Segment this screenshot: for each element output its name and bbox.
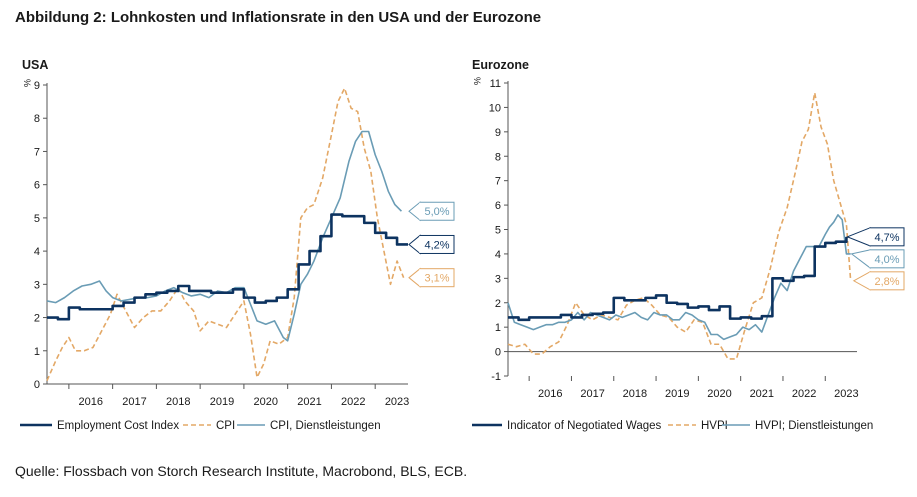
- chart-1-value-label: 5,0%: [424, 206, 449, 218]
- chart-2-legend-label: Indicator of Negotiated Wages: [507, 420, 662, 432]
- chart-2-label-pointer: [852, 270, 871, 291]
- chart-1-y-tick-label: 7: [34, 146, 40, 158]
- chart-1-x-tick-label: 2022: [341, 396, 365, 408]
- chart-2-y-tick-label: 6: [495, 200, 501, 212]
- chart-1-value-label: 3,1%: [424, 273, 449, 285]
- chart-2-y-tick-label: 1: [495, 322, 501, 334]
- chart-2-legend-label: HVPI; Dienstleistungen: [755, 420, 873, 432]
- chart-1-legend-label: Employment Cost Index: [57, 420, 179, 432]
- chart-2-series-hvpi-dienstleistungen: [507, 214, 851, 341]
- chart-1-y-tick-label: 5: [34, 213, 40, 225]
- chart-2-y-tick-label: 0: [495, 347, 501, 359]
- chart-1-y-tick-label: 3: [34, 279, 40, 291]
- chart-2-series-indicator-of-negotiated-wages: [508, 236, 848, 322]
- chart-1-title: USA: [22, 58, 48, 72]
- chart-2-x-tick-label: 2017: [580, 388, 604, 400]
- chart-1-x-tick-label: 2016: [79, 396, 103, 408]
- chart-1-label-pointer: [408, 234, 421, 255]
- chart-1-series-cpi: [46, 87, 405, 381]
- chart-2-value-label: 4,7%: [874, 232, 899, 244]
- chart-1-legend-label: CPI: [216, 420, 235, 432]
- chart-1-y-tick-label: 2: [34, 313, 40, 325]
- chart-1-legend-label: CPI, Dienstleistungen: [270, 420, 381, 432]
- chart-2-label-pointer: [850, 249, 871, 269]
- chart-1-value-label: 4,2%: [424, 239, 449, 251]
- chart-1-y-tick-label: 6: [34, 180, 40, 192]
- chart-2-y-tick-label: 8: [495, 151, 501, 163]
- chart-2-x-tick-label: 2022: [792, 388, 816, 400]
- chart-1-label-pointer: [408, 201, 421, 222]
- chart-1-y-tick-label: 9: [34, 80, 40, 92]
- figure-title: Abbildung 2: Lohnkosten und Inflationsra…: [15, 9, 542, 26]
- chart-2-x-tick-label: 2021: [750, 388, 774, 400]
- chart-1-x-tick-label: 2020: [254, 396, 278, 408]
- chart-1-x-tick-label: 2023: [385, 396, 409, 408]
- chart-2-legend-label: HVPI: [701, 420, 728, 432]
- chart-1-y-tick-label: 4: [34, 246, 40, 258]
- chart-2-value-label: 4,0%: [874, 254, 899, 266]
- chart-1-y-tick-label: 1: [34, 346, 40, 358]
- chart-2-y-tick-label: 5: [495, 225, 501, 237]
- chart-1-series-employment-cost-index: [47, 213, 408, 321]
- chart-2-x-tick-label: 2019: [665, 388, 689, 400]
- chart-2-y-tick-label: 4: [495, 249, 501, 261]
- chart-2-y-tick-label: 2: [495, 298, 501, 310]
- chart-1-x-tick-label: 2021: [297, 396, 321, 408]
- chart-2-x-tick-label: 2016: [538, 388, 562, 400]
- source-note: Quelle: Flossbach von Storch Research In…: [15, 463, 468, 479]
- chart-2-label-pointer: [846, 227, 871, 247]
- chart-2-x-tick-label: 2023: [834, 388, 858, 400]
- chart-2-y-tick-label: -1: [491, 371, 501, 383]
- chart-2-x-tick-label: 2020: [707, 388, 731, 400]
- chart-2-title: Eurozone: [472, 58, 529, 72]
- chart-2-value-label: 2,8%: [874, 276, 899, 288]
- chart-1-y-tick-label: 0: [34, 379, 40, 391]
- chart-1-series-cpi-dienstleistungen: [46, 130, 403, 342]
- chart-2-y-tick-label: 7: [495, 176, 501, 188]
- chart-1-label-pointer: [408, 267, 421, 288]
- chart-2-x-tick-label: 2018: [623, 388, 647, 400]
- chart-1-y-tick-label: 8: [34, 113, 40, 125]
- chart-1-unit-label: %: [22, 79, 32, 87]
- chart-2-y-tick-label: 11: [490, 78, 501, 90]
- chart-2-unit-label: %: [472, 77, 482, 85]
- chart-2-y-tick-label: 10: [489, 102, 501, 114]
- chart-2-y-tick-label: 3: [495, 273, 501, 285]
- chart-1-x-tick-label: 2017: [122, 396, 146, 408]
- chart-1-x-tick-label: 2019: [210, 396, 234, 408]
- chart-2-y-tick-label: 9: [495, 127, 501, 139]
- chart-1-x-tick-label: 2018: [166, 396, 190, 408]
